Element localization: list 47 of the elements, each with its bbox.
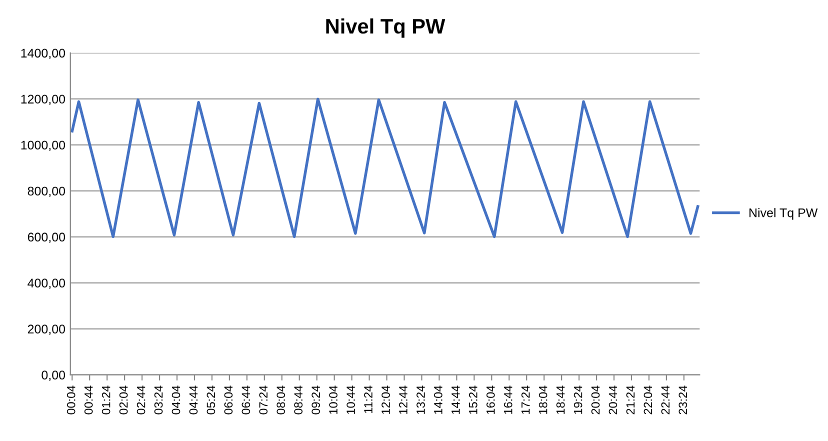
x-tick-label: 06:04 xyxy=(224,386,233,414)
x-tick-label: 18:04 xyxy=(538,386,548,414)
x-tick-label: 12:44 xyxy=(399,386,408,414)
x-tick-label: 21:24 xyxy=(626,386,635,414)
x-tick-label: 02:04 xyxy=(119,386,128,414)
x-tick-label: 00:44 xyxy=(84,386,93,414)
x-tick-label: 01:24 xyxy=(102,386,110,414)
x-tick-label: 02:44 xyxy=(136,386,146,414)
x-tick-label: 08:44 xyxy=(294,386,303,414)
x-tick-label: 20:04 xyxy=(591,386,600,414)
x-tick-label: 07:24 xyxy=(259,386,268,414)
legend-label: Nivel Tq PW xyxy=(749,208,818,220)
x-tick-label: 16:44 xyxy=(504,386,512,414)
x-tick-label: 12:04 xyxy=(382,386,390,414)
x-tick-label: 19:24 xyxy=(574,386,582,414)
x-tick-label: 08:04 xyxy=(276,386,286,414)
x-tick-label: 22:04 xyxy=(644,386,652,414)
x-tick-label: 10:04 xyxy=(329,386,338,414)
x-tick-label: 22:44 xyxy=(661,386,670,414)
y-tick-label: 200,00 xyxy=(28,324,66,335)
x-tick-label: 04:44 xyxy=(189,386,198,414)
x-tick-label: 06:44 xyxy=(242,386,250,414)
x-tick-label: 00:04 xyxy=(66,386,76,414)
x-tick-label: 05:24 xyxy=(206,386,216,414)
x-tick-label: 16:04 xyxy=(486,386,495,414)
x-tick-label: 03:24 xyxy=(154,386,163,414)
y-tick-label: 1200,00 xyxy=(21,94,66,106)
x-tick-label: 04:04 xyxy=(172,386,180,414)
x-tick-label: 17:24 xyxy=(521,386,530,414)
x-tick-label: 10:44 xyxy=(346,386,355,414)
x-tick-label: 18:44 xyxy=(556,386,565,414)
y-tick-label: 1400,00 xyxy=(21,48,66,60)
x-tick-label: 14:04 xyxy=(434,386,442,414)
chart-title: Nivel Tq PW xyxy=(326,18,446,38)
x-tick-label: 13:24 xyxy=(416,386,425,414)
y-tick-label: 0,00 xyxy=(42,370,66,381)
x-tick-label: 20:44 xyxy=(608,386,618,414)
x-tick-label: 15:24 xyxy=(468,386,478,414)
line-series xyxy=(70,98,700,238)
x-tick-label: 23:24 xyxy=(678,386,688,414)
x-tick-label: 09:24 xyxy=(312,386,320,414)
y-tick-label: 800,00 xyxy=(28,186,66,198)
y-tick-label: 1000,00 xyxy=(21,140,66,152)
x-tick-label: 11:24 xyxy=(364,386,372,414)
y-tick-label: 600,00 xyxy=(28,232,66,244)
y-tick-label: 400,00 xyxy=(28,278,66,289)
x-tick-label: 14:44 xyxy=(452,386,460,414)
